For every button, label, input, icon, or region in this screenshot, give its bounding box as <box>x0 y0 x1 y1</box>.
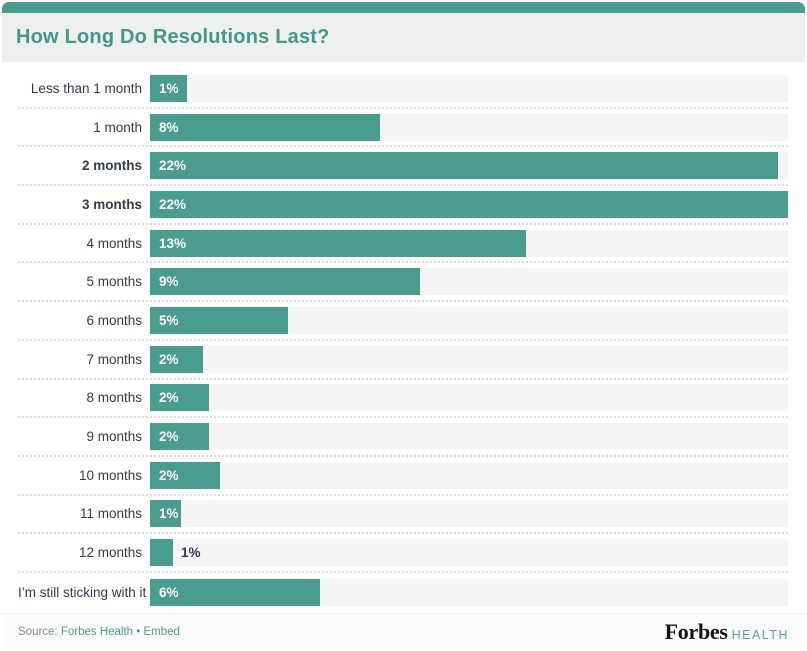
bar-track: 2% <box>150 345 788 373</box>
bar-chart: Less than 1 month 1% 1 month 8% 2 months 22% 3… <box>2 62 805 612</box>
bar[interactable]: 9% <box>150 268 420 296</box>
bar[interactable]: 22% <box>150 152 778 180</box>
bar-track: 2% <box>150 461 788 489</box>
chart-header: How Long Do Resolutions Last? <box>2 13 805 62</box>
value-label: 8% <box>159 119 179 135</box>
value-label: 1% <box>159 506 179 522</box>
source-separator: • <box>136 625 141 638</box>
bar-track: 1% <box>150 539 788 567</box>
embed-link[interactable]: Embed <box>143 625 180 638</box>
category-label: 8 months <box>86 390 142 406</box>
bar[interactable]: 2% <box>150 423 209 451</box>
category-label: Less than 1 month <box>30 80 142 96</box>
value-label: 22% <box>159 158 187 174</box>
chart-row: 2 months 22% <box>18 147 788 187</box>
chart-row: Less than 1 month 1% <box>18 70 788 109</box>
chart-row: 5 months 9% <box>18 263 788 303</box>
value-label: 2% <box>159 351 179 367</box>
accent-topbar <box>2 2 805 13</box>
chart-row: 10 months 2% <box>18 457 788 496</box>
bar[interactable]: 8% <box>150 113 381 141</box>
value-label: 2% <box>159 390 179 406</box>
bar-track: 13% <box>150 229 788 257</box>
bar-track: 22% <box>150 190 788 218</box>
bar-track: 9% <box>150 268 788 296</box>
bar-track: 1% <box>150 500 788 528</box>
value-label: 9% <box>159 274 179 290</box>
source-line: Source: Forbes Health • Embed <box>18 626 180 638</box>
chart-row: 11 months 1% <box>18 496 788 535</box>
chart-row: I’m still sticking with it 6% <box>18 573 788 612</box>
value-label: 2% <box>159 429 179 445</box>
chart-footer: Source: Forbes Health • Embed Forbes HEA… <box>2 613 805 649</box>
category-label: 9 months <box>86 429 142 445</box>
bar-track: 22% <box>150 152 788 180</box>
bar-track: 2% <box>150 423 788 451</box>
health-wordmark: HEALTH <box>731 627 789 642</box>
bar-track: 2% <box>150 384 788 412</box>
chart-row: 9 months 2% <box>18 418 788 457</box>
bar[interactable] <box>150 539 173 567</box>
bar[interactable]: 2% <box>150 345 203 373</box>
category-label: I’m still sticking with it <box>18 584 147 600</box>
chart-row: 3 months 22% <box>18 186 788 225</box>
bar[interactable]: 2% <box>150 461 220 489</box>
bar[interactable]: 1% <box>150 74 187 102</box>
category-label: 5 months <box>86 274 142 290</box>
chart-row: 7 months 2% <box>18 341 788 380</box>
category-label: 6 months <box>86 312 142 328</box>
bar[interactable]: 22% <box>150 190 788 218</box>
bar-track: 1% <box>150 74 788 102</box>
category-label: 3 months <box>81 196 142 212</box>
chart-row: 6 months 5% <box>18 302 788 341</box>
value-label: 1% <box>159 80 179 96</box>
source-prefix-label: Source: <box>18 625 58 638</box>
forbes-wordmark: Forbes <box>664 618 728 644</box>
category-label: 7 months <box>86 351 142 367</box>
bar-track: 6% <box>150 578 788 606</box>
chart-row: 1 month 8% <box>18 109 788 148</box>
value-label: 2% <box>159 467 179 483</box>
chart-row: 8 months 2% <box>18 380 788 419</box>
category-label: 1 month <box>93 119 142 135</box>
bar[interactable]: 1% <box>150 500 181 528</box>
value-label: 6% <box>159 584 179 600</box>
bar-track: 8% <box>150 113 788 141</box>
bar[interactable]: 5% <box>150 306 289 334</box>
category-label: 4 months <box>86 235 142 251</box>
bar[interactable]: 6% <box>150 578 321 606</box>
value-label: 22% <box>159 196 187 212</box>
category-label: 2 months <box>81 158 142 174</box>
category-label: 12 months <box>78 545 142 561</box>
bar[interactable]: 13% <box>150 229 526 257</box>
chart-row: 4 months 13% <box>18 225 788 264</box>
value-label: 13% <box>159 235 187 251</box>
category-label: 10 months <box>78 467 142 483</box>
page-title: How Long Do Resolutions Last? <box>16 26 330 48</box>
source-link[interactable]: Forbes Health <box>60 625 134 638</box>
value-label: 1% <box>180 545 201 561</box>
category-label: 11 months <box>79 506 142 522</box>
chart-row: 12 months 1% <box>18 534 788 573</box>
bar-track: 5% <box>150 306 788 334</box>
forbes-health-logo: Forbes HEALTH <box>665 619 789 645</box>
bar[interactable]: 2% <box>150 384 209 412</box>
value-label: 5% <box>159 312 179 328</box>
